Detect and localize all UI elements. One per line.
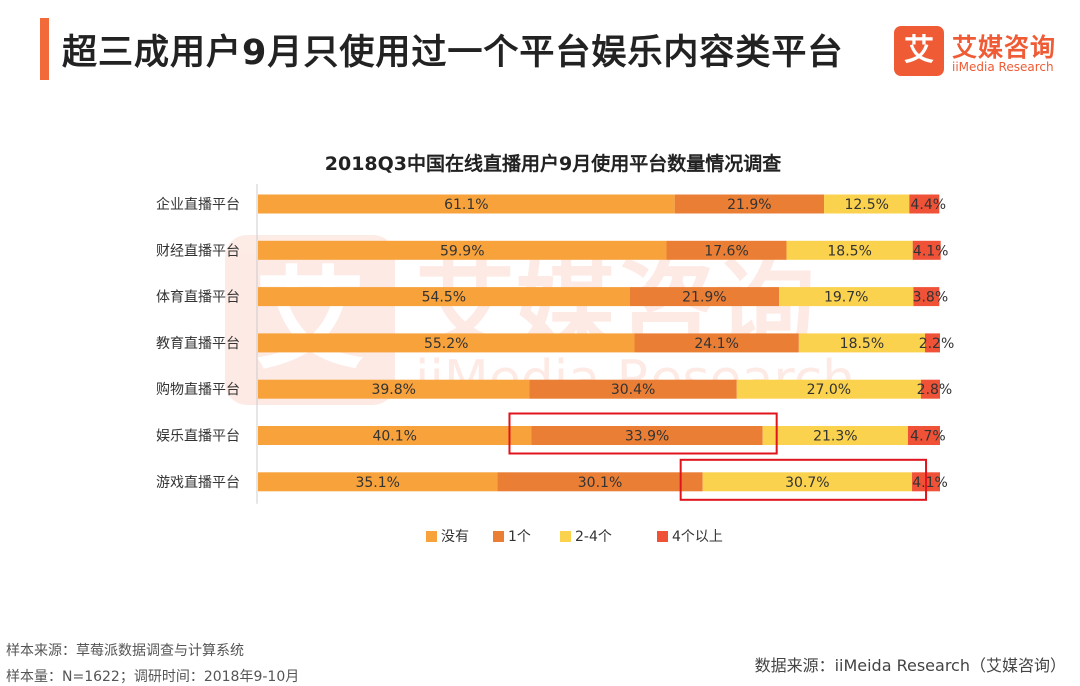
legend-swatch-3 xyxy=(560,531,571,542)
data-label-6-s2: 33.9% xyxy=(625,429,669,445)
bar-7-2-4-s3 xyxy=(702,472,913,492)
bar-4-1-s2 xyxy=(634,333,799,353)
logo-mark-icon: 艾 xyxy=(894,26,944,76)
data-label-6-s1: 40.1% xyxy=(372,429,416,445)
data-label-1-s3: 12.5% xyxy=(844,197,888,213)
data-label-4-s2: 24.1% xyxy=(694,336,738,352)
data-label-7-s2: 30.1% xyxy=(578,475,622,491)
legend-swatch-4 xyxy=(657,531,668,542)
legend-label-1: 没有 xyxy=(441,529,469,545)
bar-1-1-s2 xyxy=(674,194,825,214)
data-label-5-s2: 30.4% xyxy=(611,382,655,398)
data-label-1-s4: 4.4% xyxy=(911,197,947,213)
sample-source: 样本来源：草莓派数据调查与计算系统 xyxy=(6,643,244,659)
data-label-3-s2: 21.9% xyxy=(682,290,726,306)
sample-size: 样本量：N=1622；调研时间：2018年9-10月 xyxy=(6,669,300,685)
bar-5-4-s4 xyxy=(920,379,940,399)
bar-7-1-s2 xyxy=(497,472,703,492)
bar-3-1-s2 xyxy=(629,287,780,307)
data-label-3-s4: 3.8% xyxy=(913,290,949,306)
bar-1-4-s4 xyxy=(909,194,940,214)
data-label-5-s4: 2.8% xyxy=(917,382,953,398)
data-label-7-s1: 35.1% xyxy=(355,475,399,491)
legend-swatch-2 xyxy=(493,531,504,542)
category-label-7: 游戏直播平台 xyxy=(156,474,240,491)
bar-2-2-4-s3 xyxy=(786,240,913,260)
bar-2--s1 xyxy=(258,240,667,260)
data-label-4-s1: 55.2% xyxy=(424,336,468,352)
data-label-1-s2: 21.9% xyxy=(727,197,771,213)
data-label-2-s1: 59.9% xyxy=(440,243,484,259)
bar-1--s1 xyxy=(258,194,675,214)
data-label-5-s3: 27.0% xyxy=(807,382,851,398)
title-accent-bar xyxy=(40,18,49,80)
bar-6-1-s2 xyxy=(531,426,763,445)
brand-logo: 艾 艾媒咨询 iiMedia Research xyxy=(894,26,1069,78)
legend-label-4: 4个以上 xyxy=(672,529,723,545)
bar-3-4-s4 xyxy=(913,287,940,307)
data-label-4-s4: 2.2% xyxy=(919,336,955,352)
category-label-2: 财经直播平台 xyxy=(156,242,240,259)
bar-3--s1 xyxy=(258,287,630,307)
bar-2-4-s4 xyxy=(912,240,941,260)
legend-label-2: 1个 xyxy=(508,529,531,545)
data-label-2-s3: 18.5% xyxy=(827,243,871,259)
bar-2-1-s2 xyxy=(666,240,787,260)
bar-7--s1 xyxy=(258,472,498,492)
bar-1-2-4-s3 xyxy=(824,194,910,214)
data-label-1-s1: 61.1% xyxy=(444,197,488,213)
bar-5-2-4-s3 xyxy=(736,379,921,399)
category-label-5: 购物直播平台 xyxy=(156,381,240,398)
chart-title: 2018Q3中国在线直播用户9月使用平台数量情况调查 xyxy=(325,152,782,175)
data-label-6-s4: 4.7% xyxy=(910,429,946,445)
category-label-6: 娱乐直播平台 xyxy=(156,428,240,445)
data-label-7-s4: 4.1% xyxy=(912,475,948,491)
highlight-box-2 xyxy=(679,458,928,501)
bar-6--s1 xyxy=(258,426,532,445)
data-label-7-s3: 30.7% xyxy=(785,475,829,491)
bar-5--s1 xyxy=(258,379,530,399)
logo-name-en: iiMedia Research xyxy=(952,60,1054,74)
data-label-3-s1: 54.5% xyxy=(422,290,466,306)
bar-5-1-s2 xyxy=(529,379,737,399)
data-label-4-s3: 18.5% xyxy=(840,336,884,352)
highlight-box-1 xyxy=(508,412,778,455)
data-label-2-s4: 4.1% xyxy=(913,243,949,259)
legend-swatch-1 xyxy=(426,531,437,542)
category-label-1: 企业直播平台 xyxy=(156,196,240,213)
bar-6-4-s4 xyxy=(907,426,940,445)
bar-4-4-s4 xyxy=(924,333,940,353)
data-label-6-s3: 21.3% xyxy=(813,429,857,445)
data-label-2-s2: 17.6% xyxy=(704,243,748,259)
data-label-5-s1: 39.8% xyxy=(371,382,415,398)
category-label-4: 教育直播平台 xyxy=(156,335,240,352)
bar-4-2-4-s3 xyxy=(798,333,925,353)
logo-name-cn: 艾媒咨询 xyxy=(952,33,1057,62)
bar-3-2-4-s3 xyxy=(779,287,914,307)
bar-4--s1 xyxy=(258,333,635,353)
legend-label-3: 2-4个 xyxy=(575,529,612,545)
category-label-3: 体育直播平台 xyxy=(156,289,240,306)
data-source: 数据来源：iiMeida Research（艾媒咨询） xyxy=(754,656,1066,675)
data-label-3-s3: 19.7% xyxy=(824,290,868,306)
page-title: 超三成用户9月只使用过一个平台娱乐内容类平台 xyxy=(62,33,844,73)
bar-6-2-4-s3 xyxy=(762,426,908,445)
